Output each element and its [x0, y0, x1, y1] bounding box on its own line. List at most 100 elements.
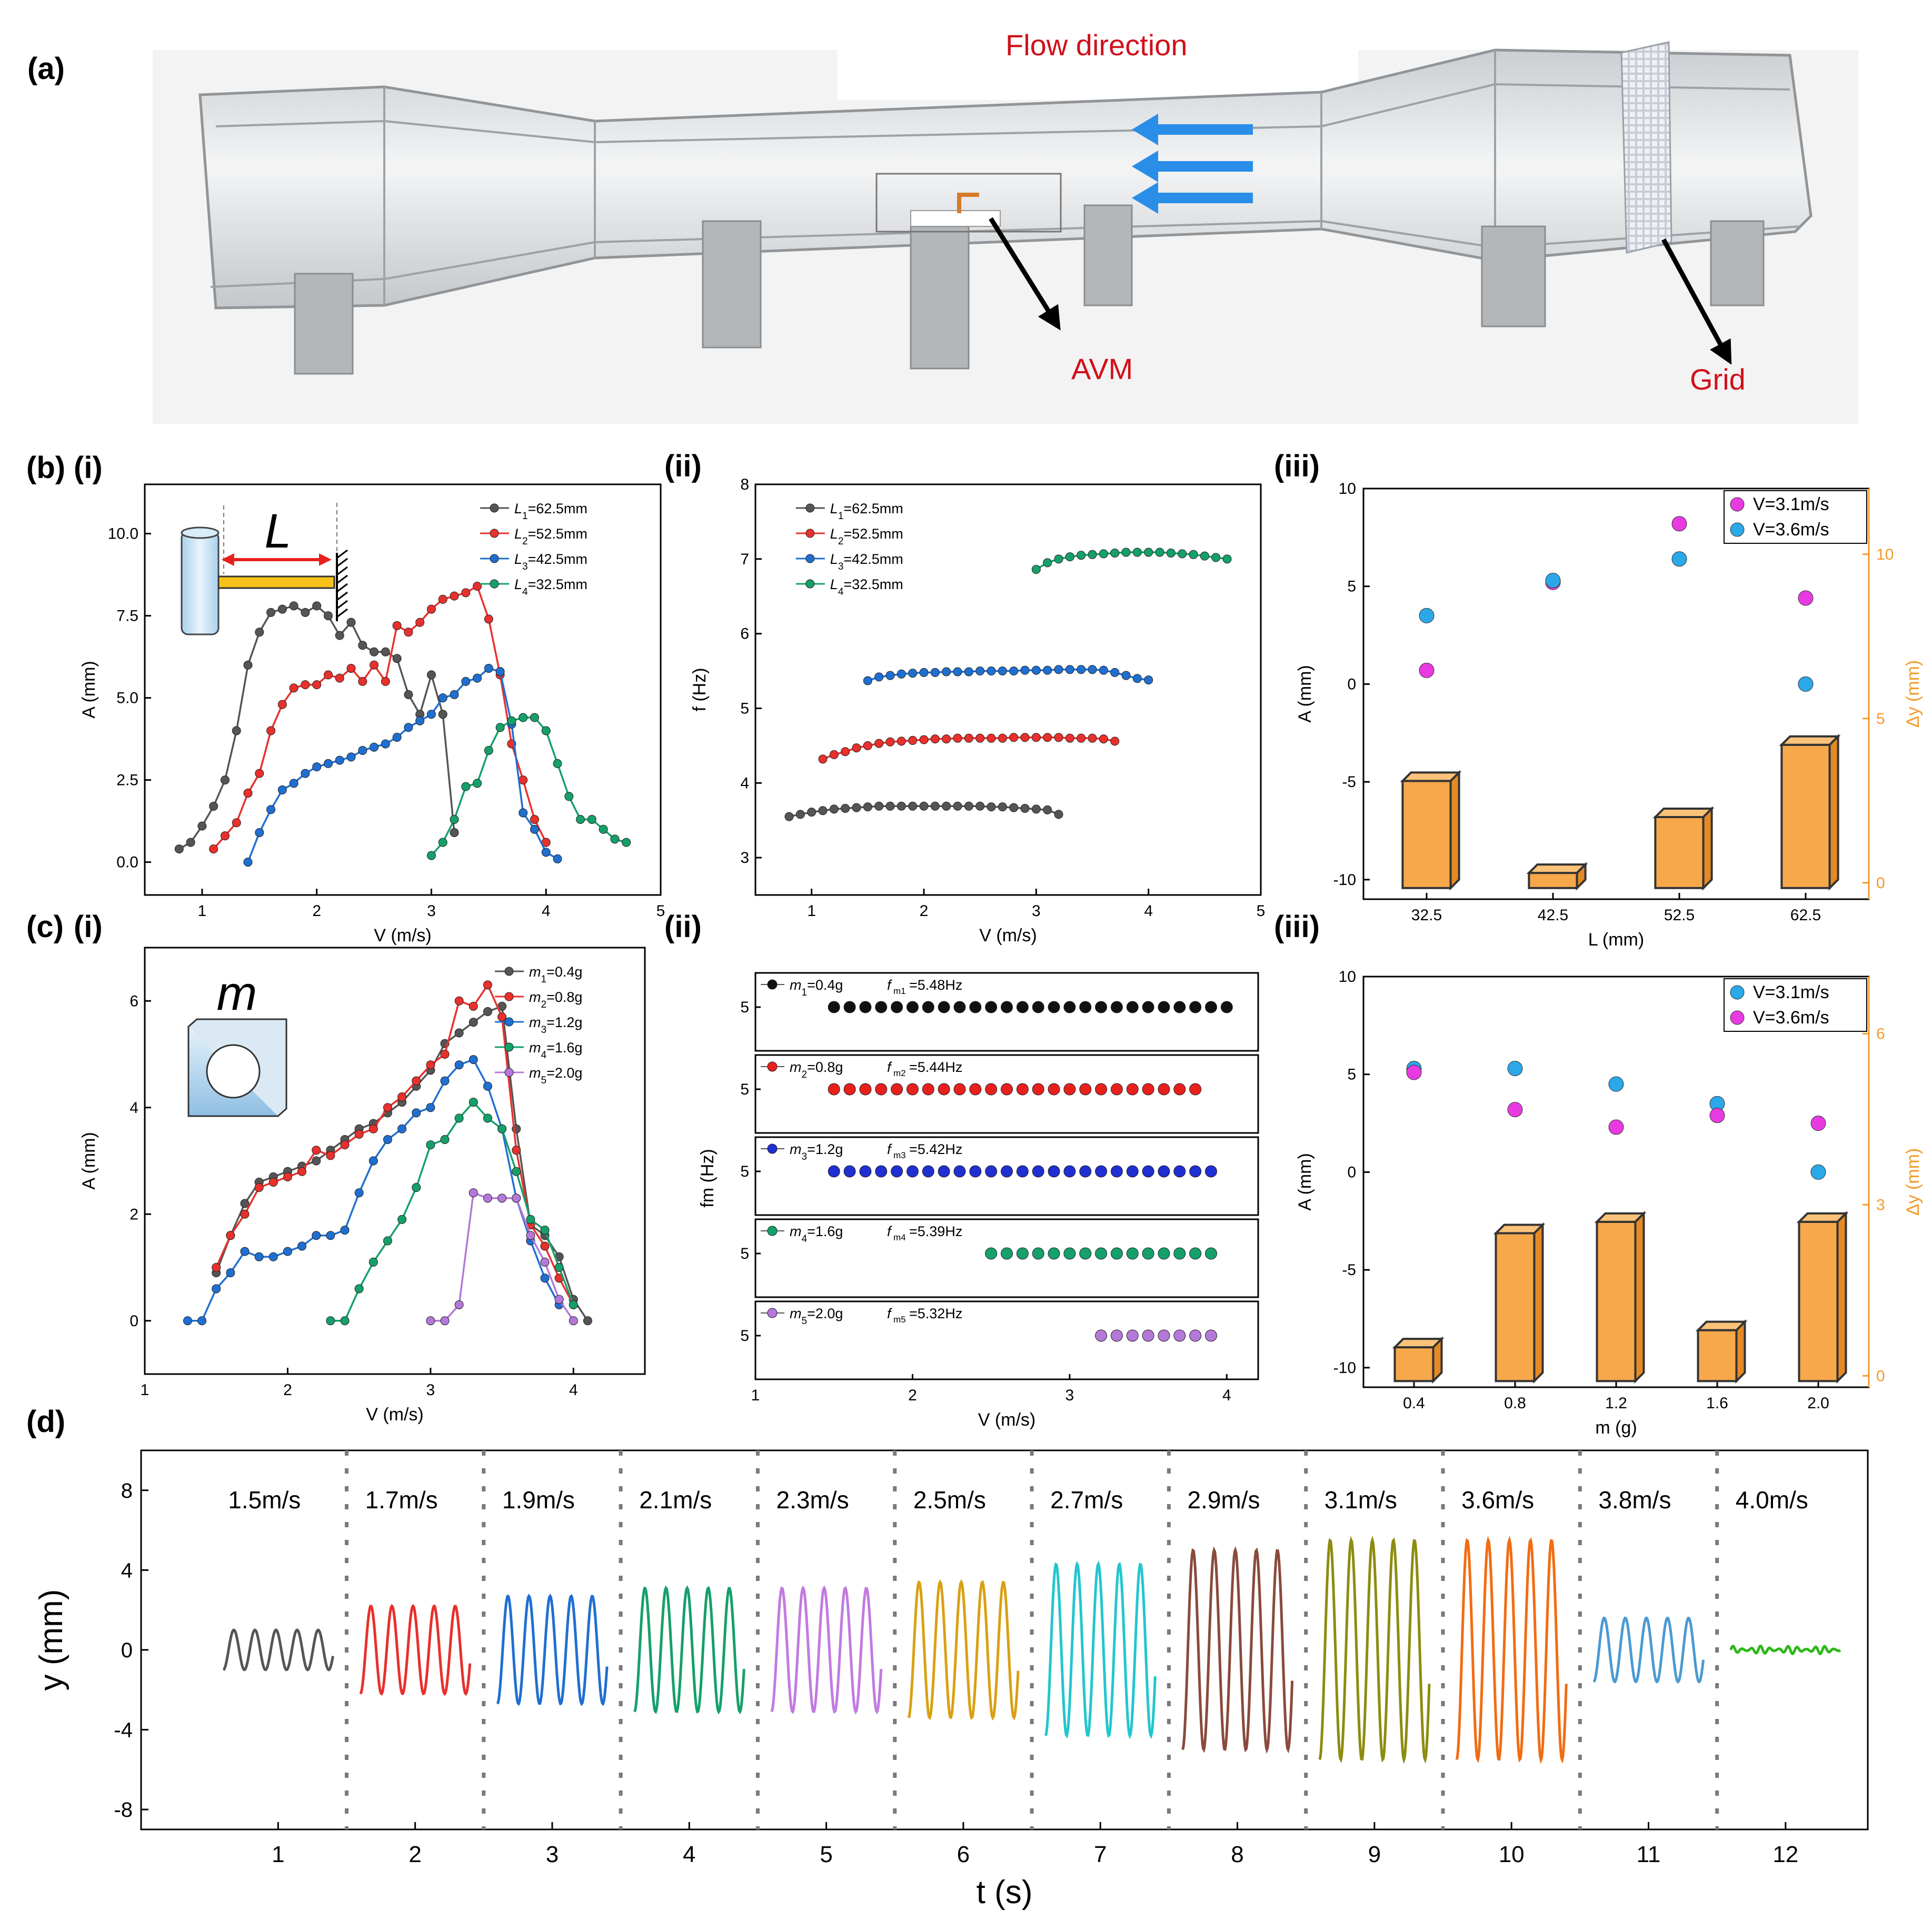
y-tick-label: 5 — [1347, 1066, 1356, 1083]
scatter-point — [1406, 1065, 1422, 1080]
x-tick-label: 1 — [807, 902, 816, 920]
data-point — [450, 828, 459, 837]
y-tick-label: -4 — [114, 1719, 133, 1742]
x-tick-label: 1 — [141, 1381, 150, 1399]
data-point — [987, 802, 996, 812]
data-point — [969, 1001, 982, 1013]
segment-speed-label: 2.1m/s — [639, 1486, 712, 1514]
x-tick-label: 9 — [1368, 1842, 1381, 1867]
x-tick-label: 10 — [1499, 1842, 1525, 1867]
legend-label: m1=0.4g — [529, 964, 582, 985]
y2-tick-label: 0 — [1876, 1367, 1885, 1385]
segment-speed-label: 2.9m/s — [1187, 1486, 1260, 1514]
legend-marker — [490, 503, 499, 513]
x-tick-label: 3 — [427, 902, 436, 920]
data-point — [1158, 1083, 1170, 1096]
data-point — [1031, 733, 1041, 742]
data-point — [383, 1135, 392, 1144]
data-point — [186, 838, 195, 847]
data-point — [289, 683, 298, 693]
data-point — [473, 779, 482, 788]
y-tick-label: 10 — [1339, 480, 1356, 498]
x-tick-label: 1.6 — [1706, 1395, 1728, 1412]
data-point — [1166, 548, 1176, 558]
data-point — [1110, 668, 1120, 677]
data-point — [897, 737, 906, 746]
legend-marker — [504, 1068, 514, 1077]
legend-label: L4=32.5mm — [514, 576, 587, 598]
data-point — [1126, 1083, 1139, 1096]
data-point — [326, 1231, 335, 1240]
data-point — [1063, 1083, 1076, 1096]
data-point — [554, 1295, 564, 1304]
test-section-window — [875, 173, 1062, 233]
data-point — [1063, 1001, 1076, 1013]
data-point — [461, 588, 471, 598]
segment-speed-label: 1.9m/s — [502, 1486, 575, 1514]
data-point — [469, 1018, 478, 1027]
data-point — [212, 1263, 221, 1272]
x-tick-label: 4 — [683, 1842, 695, 1867]
data-point — [312, 762, 322, 772]
data-point — [569, 1300, 578, 1309]
data-point — [1189, 1247, 1202, 1260]
x-axis-title: V (m/s) — [979, 926, 1037, 946]
data-point — [415, 618, 425, 627]
data-point — [1189, 550, 1198, 559]
data-point — [301, 680, 310, 690]
data-point — [1077, 551, 1086, 560]
data-point — [426, 1060, 435, 1070]
data-point — [440, 1076, 450, 1086]
signal-segment-5 — [770, 1585, 883, 1715]
data-point — [483, 980, 492, 990]
data-point — [530, 814, 539, 824]
y-tick-label: 0 — [1347, 675, 1356, 693]
data-point — [512, 1146, 521, 1155]
data-point — [1132, 674, 1142, 683]
data-point — [1110, 737, 1120, 746]
data-point — [483, 1081, 492, 1091]
y2-tick-label: 10 — [1876, 546, 1894, 563]
data-point — [1079, 1083, 1092, 1096]
grid-pointer — [1661, 238, 1732, 365]
data-point — [426, 851, 436, 860]
y-tick-label: -8 — [114, 1798, 133, 1822]
data-point — [919, 735, 929, 744]
data-point — [1001, 1083, 1013, 1096]
data-point — [354, 1284, 364, 1294]
data-point — [1020, 803, 1030, 813]
data-point — [335, 631, 344, 640]
x-tick-label: 1 — [198, 902, 207, 920]
data-point — [874, 672, 884, 682]
x-tick-label: 7 — [1094, 1842, 1107, 1867]
data-point — [599, 824, 608, 834]
data-point — [530, 713, 539, 722]
signal-segment-8 — [1181, 1546, 1294, 1754]
data-point — [497, 1012, 507, 1022]
legend-label: V=3.1m/s — [1753, 494, 1829, 514]
data-point — [569, 1316, 578, 1326]
bar-side — [1634, 1211, 1645, 1384]
data-point — [953, 667, 962, 677]
bar-side — [1533, 1222, 1544, 1384]
data-point — [1158, 1247, 1170, 1260]
data-point — [1001, 1165, 1013, 1178]
plot-frame — [144, 947, 646, 1375]
data-point — [519, 713, 528, 722]
y2-tick-label: 6 — [1876, 1025, 1885, 1042]
segment-speed-label: 3.6m/s — [1461, 1486, 1534, 1514]
data-point — [397, 1124, 407, 1133]
data-point — [450, 814, 459, 824]
data-point — [1142, 1247, 1154, 1260]
data-point — [818, 754, 828, 764]
scatter-point — [1798, 676, 1814, 692]
data-point — [975, 666, 985, 676]
data-point — [540, 1241, 550, 1251]
data-point — [930, 734, 940, 744]
y-axis-title: fm (Hz) — [698, 1149, 718, 1207]
x-tick-label: 5 — [820, 1842, 832, 1867]
tunnel-supports — [294, 204, 1765, 375]
data-point — [1211, 553, 1221, 562]
data-point — [1063, 1247, 1076, 1260]
data-point — [828, 1083, 840, 1096]
